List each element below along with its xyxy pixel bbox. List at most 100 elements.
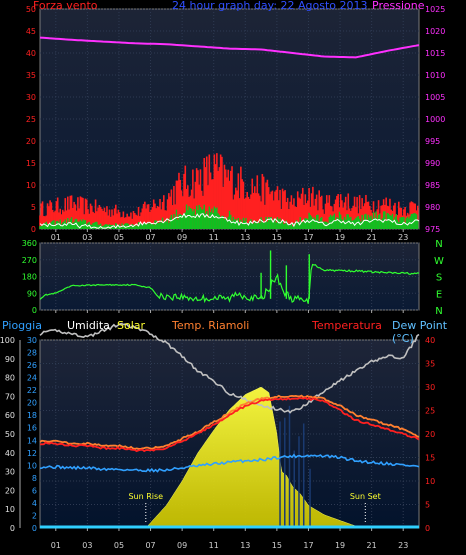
rain-tick-label: 10 [5,505,15,514]
x-tick-label: 21 [367,541,377,550]
direction-tick-label: 360 [22,239,37,248]
rain-tick-label: 0 [10,524,15,533]
wind-tick-label: 35 [26,71,36,80]
pressure-tick-label: 1000 [425,115,445,124]
x-tick-label: 23 [398,541,408,550]
compass-label: N [435,306,442,317]
pressure-tick-label: 995 [425,137,440,146]
humidity-tick-label: 8 [32,474,37,483]
rain-tick-label: 80 [5,374,15,383]
wind-gust-line [39,212,420,229]
x-tick-label: 01 [51,233,61,242]
pressure-tick-label: 1025 [425,5,445,14]
humidity-tick-label: 4 [32,499,37,508]
humidity-tick-label: 26 [27,361,37,370]
pressure-tick-label: 1015 [425,49,445,58]
x-tick-label: 15 [272,233,282,242]
temp-tick-label: 25 [425,407,435,416]
humidity-tick-label: 20 [27,399,37,408]
wind-direction-line [39,263,420,304]
x-tick-label: 03 [82,233,92,242]
humidity-tick-label: 30 [27,336,37,345]
x-tick-label: 13 [240,541,250,550]
humidity-tick-label: 22 [27,386,37,395]
solar-area [145,386,364,529]
dew-point-line [39,453,420,473]
x-tick-label: 07 [145,541,155,550]
x-tick-label: 13 [240,233,250,242]
x-tick-label: 11 [209,233,219,242]
temp-tick-label: 40 [425,336,435,345]
header-texts: Forza vento 24 hour graph day: 22 Agosto… [0,0,466,14]
x-tick-label: 19 [335,541,345,550]
sun-marker-label: Sun Set [350,492,381,501]
temp-tick-label: 15 [425,454,435,463]
wind-tick-label: 25 [26,115,36,124]
compass-label: S [436,273,442,284]
temp-tick-label: 30 [425,383,435,392]
legend-temperature: Temperatura [312,319,382,332]
wind-tick-label: 10 [26,181,36,190]
x-tick-label: 23 [398,233,408,242]
wind-tick-label: 50 [26,5,36,14]
x-tick-label: 11 [209,541,219,550]
x-tick-label: 15 [272,541,282,550]
rain-tick-label: 60 [5,411,15,420]
humidity-tick-label: 18 [27,411,37,420]
humidity-tick-label: 14 [27,436,37,445]
wind-tick-label: 0 [31,225,36,234]
humidity-tick-label: 24 [27,374,37,383]
temp-tick-label: 35 [425,360,435,369]
rain-tick-label: 50 [5,430,15,439]
pressure-tick-label: 990 [425,159,440,168]
rain-tick-label: 70 [5,392,15,401]
chart-title: 24 hour graph day: 22 Agosto 2013 [172,0,368,12]
x-tick-label: 21 [367,233,377,242]
pressure-tick-label: 1010 [425,71,445,80]
temp-tick-label: 5 [425,501,430,510]
temp-tick-label: 20 [425,430,435,439]
pressure-line [39,36,420,59]
x-tick-label: 05 [114,233,124,242]
direction-tick-label: 0 [32,306,37,315]
compass-label: E [436,289,442,300]
x-tick-label: 17 [303,233,313,242]
legend-temp-riamoli: Temp. Riamoli [172,319,250,332]
pressure-axis-title: Pressione [372,0,425,12]
wind-tick-label: 45 [26,27,36,36]
humidity-tick-label: 2 [32,511,37,520]
x-tick-label: 19 [335,233,345,242]
wind-tick-label: 5 [31,203,36,212]
rain-tick-label: 20 [5,486,15,495]
wind-tick-label: 30 [26,93,36,102]
humidity-tick-label: 16 [27,424,37,433]
x-tick-label: 09 [177,541,187,550]
compass-label: W [434,256,444,267]
humidity-tick-label: 28 [27,349,37,358]
x-tick-label: 05 [114,541,124,550]
rain-tick-label: 100 [0,336,15,345]
wind-axis-title: Forza vento [33,0,98,12]
temp-tick-label: 0 [425,524,430,533]
wind-tick-label: 40 [26,49,36,58]
wind-tick-label: 20 [26,137,36,146]
direction-tick-label: 180 [22,273,37,282]
pressure-tick-label: 1020 [425,27,445,36]
direction-tick-label: 270 [22,256,37,265]
humidity-tick-label: 10 [27,461,37,470]
x-tick-label: 09 [177,233,187,242]
legend-humidity: Umidita [67,319,110,332]
humidity-tick-label: 0 [32,524,37,533]
sun-marker-label: Sun Rise [128,492,163,501]
rain-tick-label: 30 [5,468,15,477]
wind-tick-label: 15 [26,159,36,168]
temperature-line [40,396,420,453]
direction-tick-label: 90 [27,289,37,298]
pressure-tick-label: 980 [425,203,440,212]
compass-label: N [435,239,442,250]
x-tick-label: 17 [303,541,313,550]
pressure-tick-label: 1005 [425,93,445,102]
legend-row: Pioggia Umidita Solar Temp. Riamoli Temp… [0,319,466,345]
